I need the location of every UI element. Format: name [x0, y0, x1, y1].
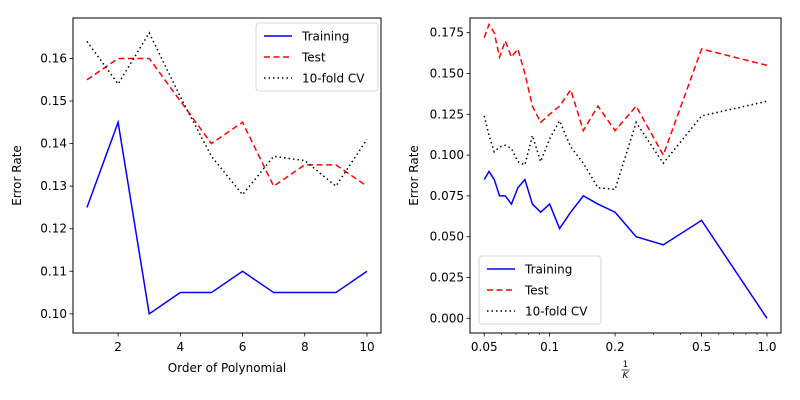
y-tick-label: 0.175	[430, 26, 464, 40]
series-line-test	[86, 57, 368, 188]
series-line-10-fold-cv	[483, 100, 768, 191]
y-tick-label: 0.000	[430, 311, 464, 325]
y-tick-label: 0.150	[430, 66, 464, 80]
x-axis-label-numerator: 1	[623, 360, 629, 370]
series-line-test	[483, 22, 768, 157]
y-tick-label: 0.14	[40, 137, 67, 151]
axes-frame	[72, 17, 382, 334]
axes-frame	[469, 17, 782, 334]
legend-label: Training	[301, 30, 349, 44]
series-line-training	[86, 119, 368, 316]
y-tick-label: 0.11	[40, 264, 67, 278]
y-tick-label: 0.16	[40, 51, 67, 65]
y-tick-label: 0.13	[40, 179, 67, 193]
legend: Training Test 10-fold CV	[255, 22, 379, 92]
series-group	[483, 22, 768, 319]
series-line-training	[483, 169, 768, 319]
legend-label: Test	[301, 51, 326, 65]
x-tick-label: 0.2	[606, 340, 625, 354]
y-tick-label: 0.025	[430, 271, 464, 285]
x-tick-label: 6	[239, 340, 247, 354]
y-axis-label: Error Rate	[10, 145, 24, 206]
y-axis-label: Error Rate	[407, 145, 421, 206]
legend-frame	[255, 22, 379, 92]
x-tick-label: 10	[359, 340, 374, 354]
series-group	[86, 31, 368, 316]
legend-label: Training	[524, 263, 572, 277]
x-axis-label: Order of Polynomial	[168, 361, 287, 375]
series-line-10-fold-cv	[86, 31, 368, 196]
legend-label: 10-fold CV	[302, 72, 365, 86]
y-tick-label: 0.10	[40, 307, 67, 321]
inverse-k-chart: 0.05 0.1 0.2 0.5 1.0 0.000 0.025 0.050 0.075 0.10…	[407, 17, 782, 381]
polynomial-order-chart: 2 4 6 8 10 0.10 0.11 0.12 0.13 0.14 0.15 0.16 Order …	[10, 17, 382, 375]
y-tick-label: 0.075	[430, 189, 464, 203]
x-axis-label: 1K	[621, 360, 630, 381]
x-axis-label-denominator: K	[623, 371, 630, 381]
y-tick-label: 0.100	[430, 148, 464, 162]
x-tick-label: 2	[114, 340, 122, 354]
y-tick-label: 0.125	[430, 107, 464, 121]
x-tick-label: 4	[177, 340, 185, 354]
y-tick-label: 0.12	[40, 222, 67, 236]
legend-frame	[478, 255, 602, 325]
legend: Training Test 10-fold CV	[478, 255, 602, 325]
legend-label: 10-fold CV	[525, 305, 588, 319]
legend-label: Test	[524, 284, 549, 298]
y-tick-label: 0.15	[40, 94, 67, 108]
x-tick-label: 0.05	[471, 340, 498, 354]
x-tick-label: 0.5	[692, 340, 711, 354]
y-tick-label: 0.050	[430, 230, 464, 244]
x-tick-label: 1.0	[757, 340, 776, 354]
x-tick-label: 0.1	[540, 340, 559, 354]
x-tick-label: 8	[301, 340, 309, 354]
